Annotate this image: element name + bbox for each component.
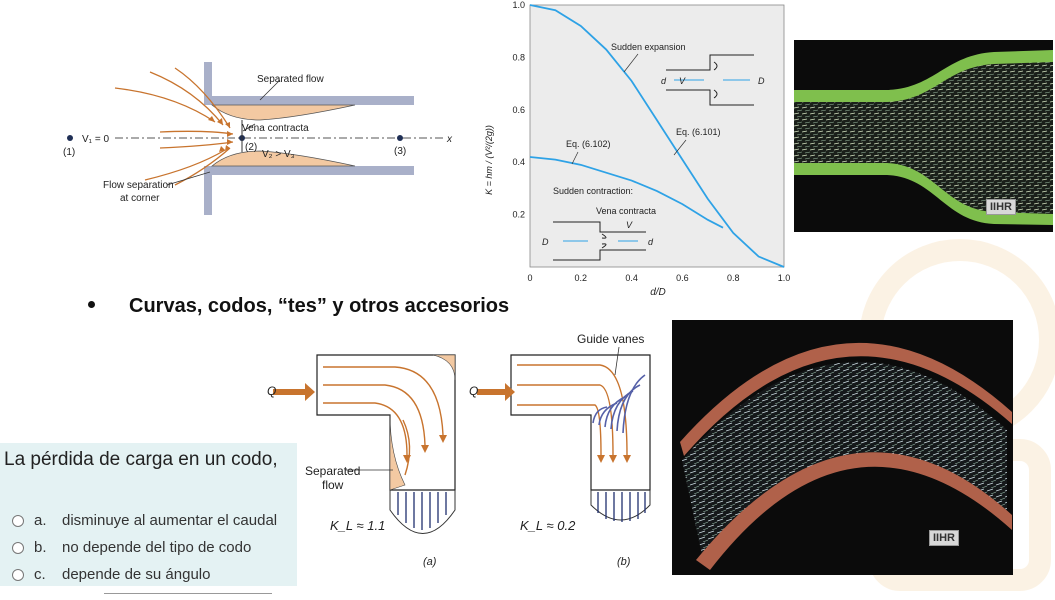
guide-vanes-label: Guide vanes (577, 332, 644, 346)
eq-6102-label: Eq. (6.102) (566, 139, 611, 149)
quiz-box: La pérdida de carga en un codo, a. dismi… (0, 443, 297, 586)
inset2-v-label: V (626, 220, 633, 230)
x-tick-label: 0.6 (676, 273, 689, 283)
y-tick-label: 0.4 (512, 157, 525, 167)
option-a-text: disminuye al aumentar el caudal (62, 512, 278, 529)
svg-text:K = hm / (V²/(2g)): K = hm / (V²/(2g)) (484, 125, 494, 195)
y-axis-label: K = hm / (V²/(2g)) (484, 125, 494, 195)
radio-b[interactable] (12, 541, 24, 554)
inset-v-label: V (679, 76, 686, 86)
label-a: (a) (423, 556, 437, 568)
elbow-a: Q Separated flow K_L ≈ 1.1 (a) (267, 354, 456, 568)
q-label-a: Q (267, 384, 276, 398)
separated-label: Separated (305, 464, 360, 478)
option-b-text: no depende del tipo de codo (62, 539, 252, 556)
v1-label: V₁ = 0 (82, 134, 109, 145)
elbow-diagrams: Q Separated flow K_L ≈ 1.1 (a) (267, 332, 651, 568)
chart-plot-area (529, 4, 785, 268)
elbow-b: Q Guide vanes K_L ≈ 0.2 (b) (469, 332, 651, 568)
expansion-inset (666, 54, 754, 106)
loss-coefficient-chart: 0 0.2 0.4 0.6 0.8 1.0 0.2 0.4 0.6 0.8 1.0 K = hm /… (484, 0, 790, 298)
y-tick-label: 0.8 (512, 52, 525, 62)
bend-flow-photo: IIHR (672, 320, 1013, 575)
separated-region-bottom (210, 150, 356, 167)
option-a-letter: a. (34, 512, 47, 529)
inset-D-label: D (758, 76, 765, 86)
bullet-heading-text: Curvas, codos, “tes” y otros accesorios (129, 295, 510, 317)
point-2-label: (2) (245, 142, 257, 153)
flow-label: flow (322, 478, 344, 492)
x-axis-label: x (446, 134, 453, 145)
option-c-text: depende de su ángulo (62, 566, 211, 583)
divider-line (104, 593, 272, 594)
label-b: (b) (617, 556, 631, 568)
x-tick-label: 0.8 (727, 273, 740, 283)
contraction-inset (553, 221, 646, 261)
y-tick-label: 0.6 (512, 105, 525, 115)
y-tick-label: 0.2 (512, 210, 525, 220)
series-line-0 (529, 4, 785, 268)
inset-vena-contracta-label: Vena contracta (596, 206, 656, 216)
inset2-D-label: D (542, 237, 549, 247)
option-c-letter: c. (34, 566, 46, 583)
point-3 (397, 135, 403, 141)
quiz-question: La pérdida de carga en un codo, (4, 449, 278, 470)
kl-a-label: K_L ≈ 1.1 (330, 518, 385, 533)
x-tick-label: 0.2 (575, 273, 588, 283)
upstream-wall-top (204, 62, 212, 96)
x-tick-label: 1.0 (778, 273, 790, 283)
separated-region-top (210, 104, 356, 121)
quiz-option-c[interactable]: c. depende de su ángulo (12, 566, 210, 583)
bullet-dot (88, 301, 95, 309)
iihr-badge: IIHR (986, 199, 1016, 215)
q-label-b: Q (469, 384, 478, 398)
point-1-label: (1) (63, 147, 75, 158)
iihr-badge-2: IIHR (929, 530, 959, 546)
option-b-letter: b. (34, 539, 47, 556)
expansion-flow-photo: IIHR (794, 40, 1053, 232)
y-tick-label: 1.0 (512, 0, 525, 10)
radio-a[interactable] (12, 514, 24, 527)
x-tick-label: 0 (527, 273, 532, 283)
pipe-wall-bottom (204, 166, 414, 175)
flow-arrow-heads (208, 116, 233, 152)
eq-6101-label: Eq. (6.101) (676, 127, 721, 137)
flow-separation-label: Flow separation (103, 180, 174, 191)
inset-d-label: d (661, 76, 667, 86)
quiz-option-b[interactable]: b. no depende del tipo de codo (12, 539, 251, 556)
vena-contracta-diagram: Separated flow Vena contracta V₁ = 0 (1)… (63, 62, 453, 215)
kl-b-label: K_L ≈ 0.2 (520, 518, 576, 533)
separated-flow-label: Separated flow (257, 74, 324, 85)
series-line-1 (529, 156, 724, 229)
x-tick-label: 0.4 (625, 273, 638, 283)
vena-contracta-label: Vena contracta (242, 123, 309, 134)
quiz-option-a[interactable]: a. disminuye al aumentar el caudal (12, 512, 277, 529)
inset2-d-label: d (648, 237, 654, 247)
point-3-label: (3) (394, 146, 406, 157)
bullet-heading: Curvas, codos, “tes” y otros accesorios (88, 295, 509, 318)
upstream-wall-bottom (204, 175, 212, 215)
radio-c[interactable] (12, 568, 24, 581)
at-corner-label: at corner (120, 193, 160, 204)
v2-v3-label: V₂ > V₃ (262, 149, 295, 160)
series-label-expansion: Sudden expansion (611, 42, 686, 52)
point-1 (67, 135, 73, 141)
x-axis-label: d/D (650, 287, 666, 298)
guide-vanes (592, 374, 646, 434)
series-label-contraction: Sudden contraction: (553, 186, 633, 196)
pipe-wall-top (204, 96, 414, 105)
